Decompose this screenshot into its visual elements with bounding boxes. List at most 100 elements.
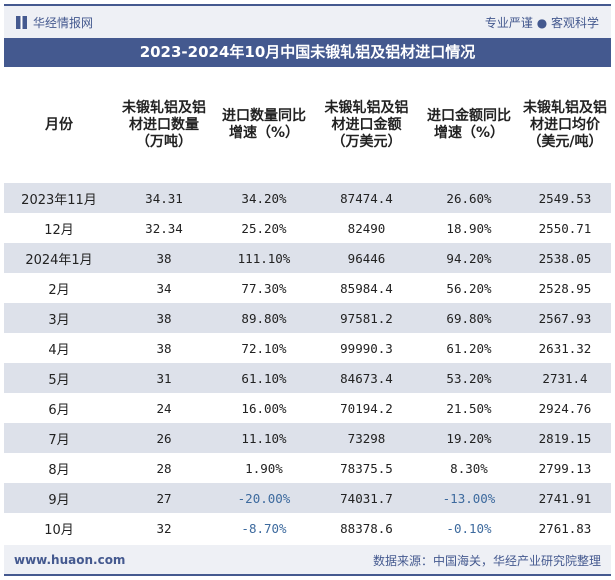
table-cell: 25.20% <box>241 220 287 236</box>
column-header: 进口数量同比增速（%） <box>222 108 306 141</box>
table-cell: 77.30% <box>241 280 287 296</box>
table-cell: 34.31 <box>114 183 214 213</box>
table-cell: 85984.4 <box>340 280 393 296</box>
table-cell: 88378.6 <box>340 520 393 536</box>
table-cell: 27 <box>114 483 214 513</box>
table-cell: 34.20% <box>214 183 314 213</box>
table-cell: 74031.7 <box>314 483 419 513</box>
table-cell: 8月 <box>48 462 70 478</box>
table-cell: 94.20% <box>419 243 519 273</box>
table-cell: 32.34 <box>145 220 183 236</box>
table-cell: 12月 <box>44 222 74 238</box>
table-cell: 2799.13 <box>538 460 592 476</box>
table-cell: 61.20% <box>446 340 492 356</box>
table-cell: 99990.3 <box>340 340 393 356</box>
table-cell: 2538.05 <box>519 243 611 273</box>
source-note: 数据来源：中国海关，华经产业研究院整理 <box>372 553 601 568</box>
page-title: 2023-2024年10月中国未锻轧铝及铝材进口情况 <box>4 38 611 67</box>
table-cell: 2741.91 <box>519 483 611 513</box>
table-cell: 84673.4 <box>314 363 419 393</box>
table-cell: 2761.83 <box>538 520 592 536</box>
table-row: 2月 34 77.30% 85984.4 56.20% 2528.95 <box>4 273 611 303</box>
table-cell: 8.30% <box>450 460 488 476</box>
table-cell: 6月 <box>48 402 70 418</box>
table-cell: 5月 <box>4 363 114 393</box>
table-cell: 78375.5 <box>340 460 393 476</box>
table-cell: 61.10% <box>214 363 314 393</box>
table-row: 5月 31 61.10% 84673.4 53.20% 2731.4 <box>4 363 611 393</box>
table-cell: -13.00% <box>419 483 519 513</box>
table-cell: 2024年1月 <box>4 243 114 273</box>
table-cell: 56.20% <box>446 280 492 296</box>
table-cell: 87474.4 <box>314 183 419 213</box>
top-border <box>4 4 611 6</box>
table-cell: 32 <box>156 520 172 536</box>
table-cell: 4月 <box>48 342 70 358</box>
slogan: 专业严谨 ● 客观科学 <box>484 15 599 30</box>
table-cell: 82490 <box>347 220 386 236</box>
table-row: 10月 32 -8.70% 88378.6 -0.10% 2761.83 <box>4 513 611 543</box>
column-header: 进口金额同比增速（%） <box>427 108 511 141</box>
table-cell: 19.20% <box>419 423 519 453</box>
table-cell: 2549.53 <box>519 183 611 213</box>
table-cell: 9月 <box>4 483 114 513</box>
table-cell: -0.10% <box>446 520 492 536</box>
table-cell: 96446 <box>314 243 419 273</box>
column-header: 未锻轧铝及铝材进口金额（万美元） <box>324 99 409 150</box>
table-row: 8月 28 1.90% 78375.5 8.30% 2799.13 <box>4 453 611 483</box>
logo-text: 华经情报网 <box>33 15 94 30</box>
table-cell: -8.70% <box>241 520 287 536</box>
website-link[interactable]: www.huaon.com <box>14 553 126 567</box>
table-cell: 1.90% <box>245 460 283 476</box>
table-cell: 34 <box>156 280 172 296</box>
table-row: 7月 26 11.10% 73298 19.20% 2819.15 <box>4 423 611 453</box>
table-cell: 11.10% <box>214 423 314 453</box>
data-table: 月份 未锻轧铝及铝材进口数量（万吨） 进口数量同比增速（%） 未锻轧铝及铝材进口金额（… <box>4 67 611 543</box>
table-cell: 7月 <box>4 423 114 453</box>
table-cell: 69.80% <box>419 303 519 333</box>
table-cell: 16.00% <box>241 400 287 416</box>
table-cell: 111.10% <box>214 243 314 273</box>
logo: 华经情报网 <box>16 14 93 31</box>
brand-bar: 华经情报网 专业严谨 ● 客观科学 <box>4 6 611 38</box>
table-row: 12月 32.34 25.20% 82490 18.90% 2550.71 <box>4 213 611 243</box>
table-row: 3月 38 89.80% 97581.2 69.80% 2567.93 <box>4 303 611 333</box>
table-cell: 72.10% <box>241 340 287 356</box>
table-cell: 38 <box>114 303 214 333</box>
table-cell: 2924.76 <box>538 400 592 416</box>
table-cell: 97581.2 <box>314 303 419 333</box>
table-cell: 2567.93 <box>519 303 611 333</box>
table-cell: 38 <box>156 340 172 356</box>
table-cell: 70194.2 <box>340 400 393 416</box>
table-cell: 3月 <box>4 303 114 333</box>
table-cell: 2023年11月 <box>4 183 114 213</box>
footer: www.huaon.com 数据来源：中国海关，华经产业研究院整理 <box>4 545 611 575</box>
bottom-border <box>4 574 611 576</box>
table-cell: 73298 <box>314 423 419 453</box>
table-cell: -20.00% <box>214 483 314 513</box>
table-cell: 2819.15 <box>519 423 611 453</box>
table-cell: 53.20% <box>419 363 519 393</box>
table-cell: 26.60% <box>419 183 519 213</box>
table-row: 2023年11月 34.31 34.20% 87474.4 26.60% 2549.53 <box>4 183 611 213</box>
table-row: 2024年1月 38 111.10% 96446 94.20% 2538.05 <box>4 243 611 273</box>
table-cell: 38 <box>114 243 214 273</box>
table-row: 4月 38 72.10% 99990.3 61.20% 2631.32 <box>4 333 611 363</box>
logo-icon <box>16 15 27 29</box>
table-cell: 2528.95 <box>538 280 592 296</box>
table-cell: 26 <box>114 423 214 453</box>
column-header: 月份 <box>45 116 73 133</box>
table-cell: 2550.71 <box>538 220 592 236</box>
table-cell: 18.90% <box>446 220 492 236</box>
table-row: 9月 27 -20.00% 74031.7 -13.00% 2741.91 <box>4 483 611 513</box>
table-cell: 2月 <box>48 282 70 298</box>
table-cell: 21.50% <box>446 400 492 416</box>
table-row: 6月 24 16.00% 70194.2 21.50% 2924.76 <box>4 393 611 423</box>
table-cell: 24 <box>156 400 172 416</box>
table-cell: 10月 <box>44 522 74 538</box>
table-cell: 89.80% <box>214 303 314 333</box>
table-cell: 31 <box>114 363 214 393</box>
column-header: 未锻轧铝及铝材进口数量（万吨） <box>122 99 206 150</box>
table-cell: 2631.32 <box>538 340 592 356</box>
column-header: 未锻轧铝及铝材进口均价（美元/吨） <box>523 99 607 150</box>
